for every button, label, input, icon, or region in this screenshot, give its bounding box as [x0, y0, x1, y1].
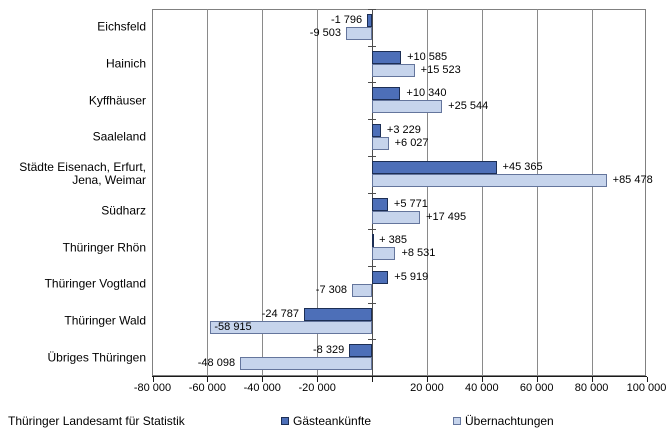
bar-gaesteankuenfte: [349, 344, 373, 358]
legend-swatch-gaesteankuenfte: [281, 417, 289, 425]
x-axis-label: 60 000: [519, 382, 554, 394]
bar-gaesteankuenfte: [372, 197, 388, 211]
category-axis-tick: [368, 119, 377, 121]
bar-value-label: +25 544: [448, 100, 489, 113]
bar-uebernachtungen: [372, 63, 415, 77]
gridline: [262, 9, 264, 376]
bar-uebernachtungen: [351, 283, 373, 297]
bar-gaesteankuenfte: [372, 234, 375, 248]
gridline: [481, 9, 483, 376]
category-axis-tick: [368, 265, 377, 267]
bar-value-label: +8 531: [401, 247, 436, 260]
bar-uebernachtungen: [240, 357, 373, 371]
bar-value-label: +85 478: [612, 173, 653, 186]
category-label: Thüringer Vogtland: [44, 276, 146, 291]
x-axis-tick: [536, 377, 538, 382]
category-label: Städte Eisenach, Erfurt, Jena, Weimar: [19, 160, 146, 188]
source-text: Thüringer Landesamt für Statistik: [8, 414, 185, 428]
gridline: [317, 9, 319, 376]
legend-item-gaesteankuenfte: Gästeankünfte: [281, 414, 371, 428]
bar-gaesteankuenfte: [372, 160, 497, 174]
bar-value-label: +10 340: [406, 87, 447, 100]
legend-label-gaesteankuenfte: Gästeankünfte: [293, 414, 372, 428]
bar-value-label: +45 365: [502, 160, 543, 173]
category-axis-tick: [368, 192, 377, 194]
bar-uebernachtungen: [210, 320, 373, 334]
x-axis-tick: [372, 377, 374, 382]
category-label: Thüringer Wald: [64, 313, 146, 328]
bar-value-label: -1 796: [330, 14, 363, 26]
bar-uebernachtungen: [345, 27, 373, 40]
bar-gaesteankuenfte: [372, 270, 389, 284]
x-axis-label: -80 000: [133, 382, 172, 394]
bar-value-label: +10 585: [407, 50, 448, 63]
bar-uebernachtungen: [372, 210, 421, 224]
category-label: Eichsfeld: [97, 19, 146, 34]
gridline: [591, 9, 593, 376]
bar-uebernachtungen: [372, 247, 396, 261]
x-axis-label: -40 000: [243, 382, 281, 394]
bar-gaesteankuenfte: [304, 307, 373, 321]
bar-value-label: -58 915: [214, 320, 252, 333]
bar-value-label: -24 787: [261, 307, 300, 320]
bar-value-label: +17 495: [426, 210, 467, 223]
bar-value-label: +15 523: [420, 63, 461, 76]
x-axis-tick: [646, 377, 648, 382]
gridline: [207, 9, 209, 376]
bar-value-label: +6 027: [394, 137, 429, 150]
x-axis-tick: [152, 377, 154, 382]
gridline: [536, 9, 538, 376]
bar-value-label: +3 229: [386, 124, 421, 137]
bar-value-label: -48 098: [197, 357, 236, 370]
x-axis-tick: [207, 377, 209, 382]
x-axis-label: 20 000: [410, 382, 444, 394]
x-axis-tick: [317, 377, 319, 382]
category-label: Südharz: [101, 203, 146, 218]
bar-gaesteankuenfte: [367, 14, 373, 27]
category-axis-tick: [368, 82, 377, 84]
bar-value-label: -7 308: [315, 283, 347, 296]
bar-value-label: +5 919: [394, 270, 429, 283]
x-axis-line: [152, 376, 647, 377]
bar-value-label: -8 329: [313, 344, 345, 357]
category-axis-tick: [368, 45, 377, 47]
category-axis-tick: [368, 9, 377, 10]
bar-gaesteankuenfte: [372, 87, 401, 101]
category-label: Kyffhäuser: [88, 93, 146, 108]
bar-uebernachtungen: [372, 137, 389, 151]
bar-gaesteankuenfte: [372, 50, 402, 64]
bar-value-label: + 385: [379, 234, 407, 247]
x-axis-tick: [481, 377, 483, 382]
x-axis-tick: [262, 377, 264, 382]
x-axis-label: 100 000: [626, 382, 667, 394]
bar-value-label: +5 771: [393, 197, 428, 210]
category-axis-tick: [368, 302, 377, 304]
legend-label-uebernachtungen: Übernachtungen: [465, 414, 554, 428]
bar-value-label: -9 503: [309, 27, 341, 39]
legend-item-uebernachtungen: Übernachtungen: [453, 414, 554, 428]
legend-swatch-uebernachtungen: [453, 417, 461, 425]
bar-uebernachtungen: [372, 100, 443, 114]
category-label: Thüringer Rhön: [62, 240, 146, 255]
category-axis-tick: [368, 155, 377, 157]
category-axis-tick: [368, 339, 377, 341]
x-axis-tick: [426, 377, 428, 382]
x-axis-label: 80 000: [574, 382, 609, 394]
x-axis-label: -60 000: [188, 382, 227, 394]
gridline: [426, 9, 428, 376]
x-axis-label: 40 000: [465, 382, 499, 394]
bar-gaesteankuenfte: [372, 124, 381, 138]
category-axis-tick: [368, 229, 377, 231]
category-label: Hainich: [105, 56, 146, 71]
category-label: Saaleland: [92, 129, 146, 144]
x-axis-tick: [591, 377, 593, 382]
bar-uebernachtungen: [372, 173, 607, 187]
category-label: Übriges Thüringen: [47, 350, 146, 365]
x-axis-label: -20 000: [298, 382, 336, 394]
